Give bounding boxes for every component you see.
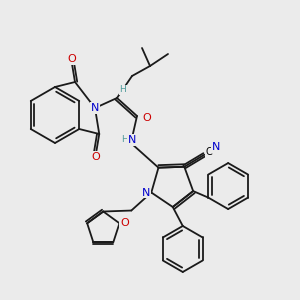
Text: O: O xyxy=(68,54,76,64)
Text: H: H xyxy=(120,85,126,94)
Text: N: N xyxy=(212,142,220,152)
Text: N: N xyxy=(128,135,136,145)
Text: N: N xyxy=(142,188,151,197)
Text: O: O xyxy=(92,152,100,162)
Text: H: H xyxy=(122,136,128,145)
Text: N: N xyxy=(91,103,99,113)
Text: C: C xyxy=(206,147,213,157)
Text: O: O xyxy=(120,218,129,228)
Text: O: O xyxy=(142,113,152,123)
